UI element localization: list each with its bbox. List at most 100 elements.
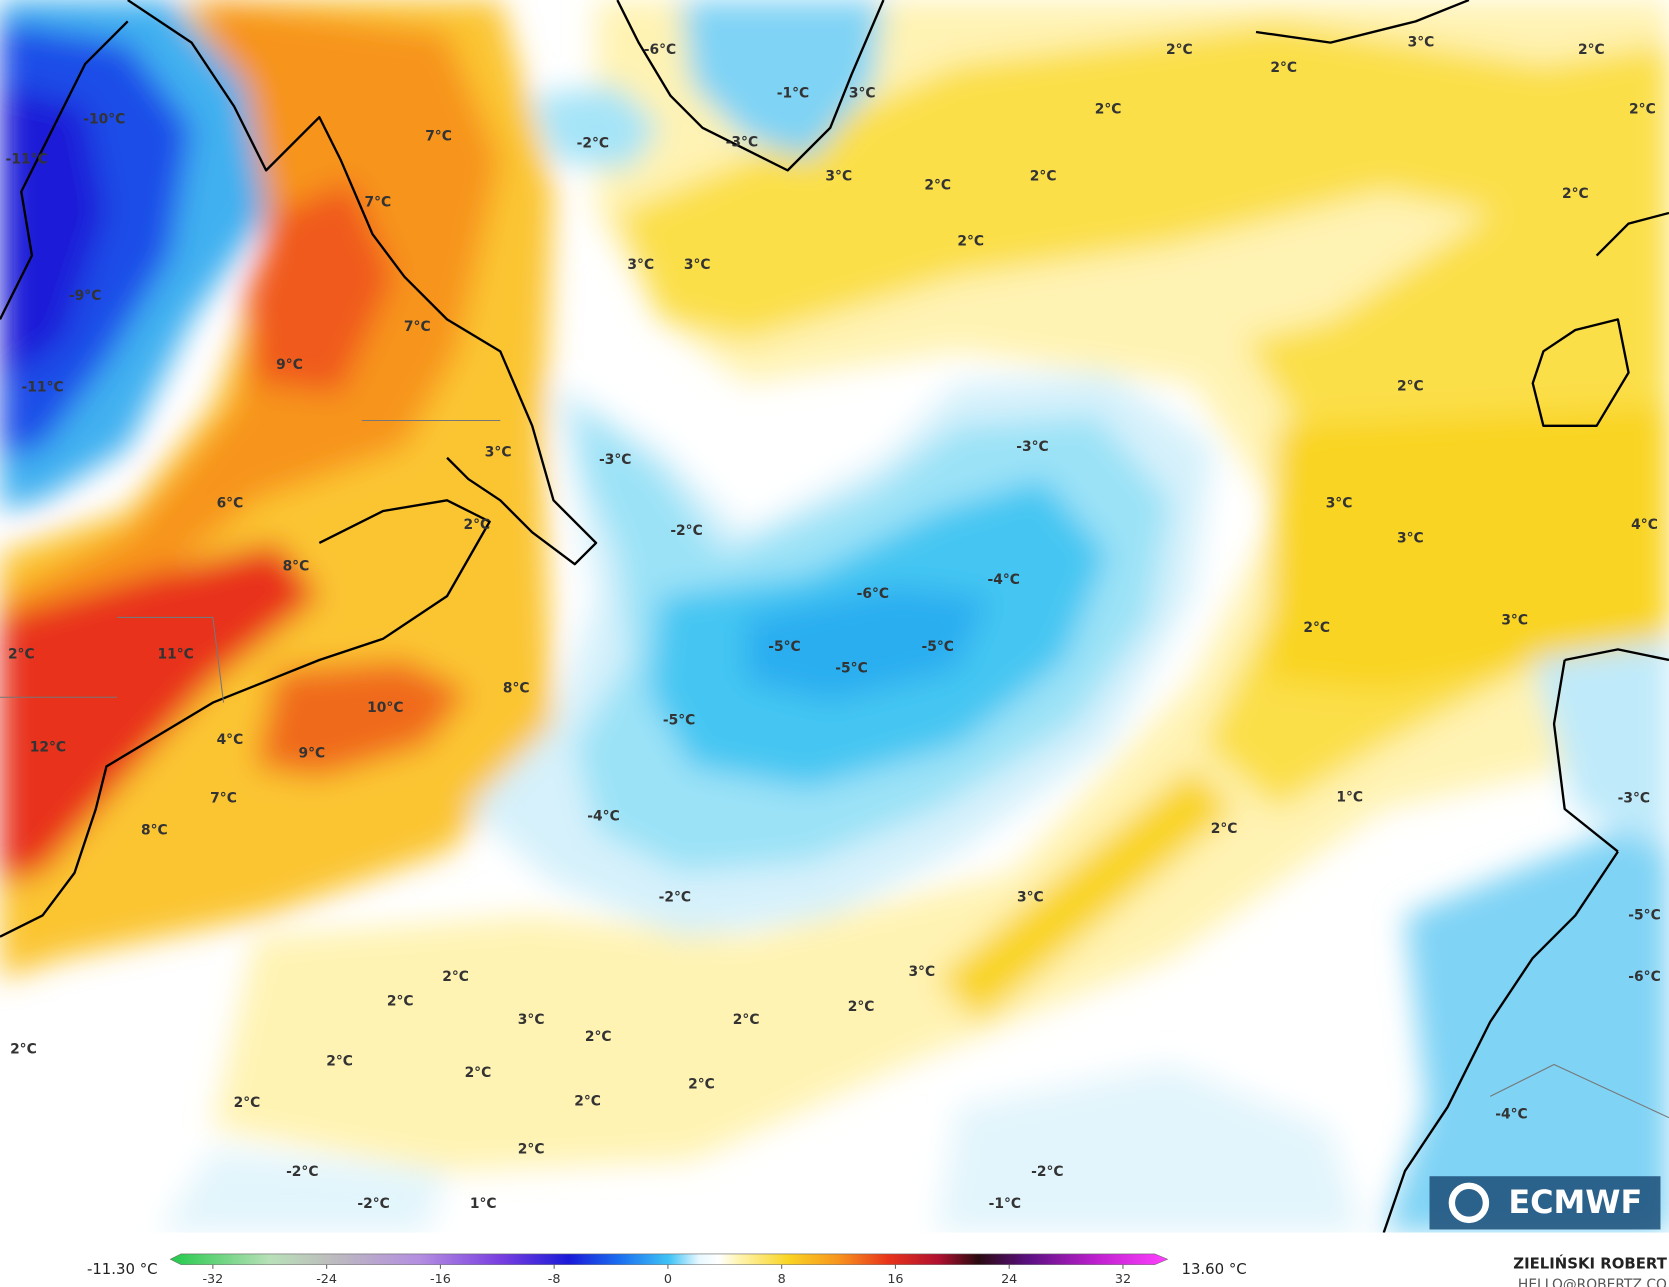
temperature-label: -1°C — [777, 86, 809, 102]
colorbar-tick-label: 16 — [887, 1272, 903, 1287]
color-shading — [0, 0, 1669, 1233]
colorbar-tick-label: -32 — [202, 1272, 223, 1287]
temperature-label: 6°C — [217, 496, 244, 512]
temperature-label: -5°C — [1628, 907, 1660, 923]
temperature-label: 3°C — [1408, 35, 1435, 51]
temperature-label: -3°C — [599, 452, 631, 468]
temperature-label: -2°C — [659, 889, 691, 905]
temperature-label: 4°C — [217, 732, 244, 748]
temperature-label: 2°C — [10, 1042, 37, 1058]
temperature-label: -5°C — [768, 639, 800, 655]
shade-iberia-cold — [1532, 638, 1669, 852]
temperature-label: 2°C — [234, 1095, 261, 1111]
temperature-label: -9°C — [69, 288, 101, 304]
temperature-label: 2°C — [387, 994, 414, 1010]
temperature-label: -11°C — [6, 152, 48, 168]
temperature-label: 12°C — [30, 739, 66, 755]
colorbar-min: -11.30 °C — [87, 1260, 158, 1278]
colorbar-tick-label: -8 — [548, 1272, 561, 1287]
coastline — [1595, 211, 1669, 257]
coastline — [616, 0, 885, 172]
temperature-label: 2°C — [465, 1065, 492, 1081]
colorbar — [169, 1253, 1169, 1265]
temperature-label: 8°C — [283, 558, 310, 574]
temperature-label: 2°C — [688, 1077, 715, 1093]
temperature-label: 3°C — [1397, 531, 1424, 547]
temperature-label: -3°C — [726, 135, 758, 151]
coastline — [1531, 318, 1630, 427]
shade-labrador-cold — [532, 85, 660, 171]
temperature-label: 7°C — [210, 790, 237, 806]
shade-red — [0, 542, 320, 884]
shade-south-cold — [936, 1064, 1363, 1233]
colorbar-tick-label: 32 — [1115, 1272, 1131, 1287]
shade-red-orange-2 — [244, 181, 394, 394]
colorbar-ticks: -32 -24 -16 -8 0 8 16 24 32 — [202, 1264, 1131, 1287]
temperature-label: -6°C — [644, 42, 676, 58]
coastline — [0, 499, 491, 938]
temperature-label: 2°C — [1095, 102, 1122, 118]
temperature-label: 2°C — [1562, 186, 1589, 202]
temperature-label: 2°C — [8, 647, 35, 663]
temperature-label: 3°C — [825, 169, 852, 185]
temperature-label: -11°C — [22, 380, 64, 396]
temperature-label: 9°C — [276, 357, 303, 373]
temperature-label: -2°C — [357, 1196, 389, 1212]
logo-mark — [1448, 1182, 1490, 1224]
temperature-label: 2°C — [442, 969, 469, 985]
temperature-label: 2°C — [1629, 102, 1656, 118]
colorbar-tick-label: 0 — [664, 1272, 672, 1287]
shade-africa-cold — [1383, 809, 1669, 1233]
logo-text: ECMWF — [1508, 1183, 1642, 1221]
author: ZIELIŃSKI ROBERT — [1513, 1255, 1667, 1273]
temperature-label: 1°C — [1336, 789, 1363, 805]
temperature-label: 3°C — [518, 1012, 545, 1028]
shade-southwest-cold — [159, 1149, 448, 1233]
temperature-label: -2°C — [577, 136, 609, 152]
temperature-label: 2°C — [1578, 42, 1605, 58]
temperature-label: 3°C — [849, 86, 876, 102]
temperature-label: 2°C — [464, 517, 491, 533]
temperature-label: 2°C — [518, 1142, 545, 1158]
temperature-label: 3°C — [485, 444, 512, 460]
temperature-label: 9°C — [299, 746, 326, 762]
temperature-label: -3°C — [1016, 439, 1048, 455]
contact: HELLO@ROBERTZ.CO — [1518, 1277, 1667, 1287]
temperature-label: -4°C — [1495, 1107, 1527, 1123]
temperature-label: 3°C — [1326, 496, 1353, 512]
temperature-label: 3°C — [1501, 613, 1528, 629]
temperature-label: 2°C — [733, 1012, 760, 1028]
border — [0, 419, 1669, 1119]
shade-deep-yellow — [1266, 404, 1669, 692]
temperature-label: 7°C — [425, 128, 452, 144]
temperature-label: -10°C — [83, 111, 125, 127]
temperature-label: 3°C — [684, 257, 711, 273]
shade-band-yellow — [936, 766, 1235, 1022]
shade-blue-deep — [0, 85, 107, 384]
temperature-label: -2°C — [670, 523, 702, 539]
temperature-label: -6°C — [857, 586, 889, 602]
temperature-label: -3°C — [1618, 790, 1650, 806]
colorbar-tick-label: -24 — [316, 1272, 337, 1287]
anomaly-field: -10°C -11°C -9°C -11°C 7°C 7°C 7°C 9°C 3°C 6°C 2°C… — [0, 0, 1669, 1233]
temperature-label: 2°C — [1303, 620, 1330, 636]
temperature-label: -2°C — [286, 1164, 318, 1180]
colorbar-tick-label: 24 — [1001, 1272, 1017, 1287]
shade-cyan-deep — [745, 585, 990, 703]
temperature-label: 7°C — [404, 319, 431, 335]
temperature-label: 8°C — [141, 822, 168, 838]
coastline — [0, 20, 129, 320]
temperature-label: 2°C — [1030, 169, 1057, 185]
coastline — [127, 0, 598, 566]
temperature-label: 2°C — [957, 234, 984, 250]
temperature-label: 3°C — [908, 964, 935, 980]
temperature-label: 2°C — [848, 999, 875, 1015]
temperature-label: 2°C — [1211, 821, 1238, 837]
temperature-label: -5°C — [922, 639, 954, 655]
temperature-label: 3°C — [1017, 889, 1044, 905]
temperature-label: 2°C — [326, 1053, 353, 1069]
temperature-label: 10°C — [367, 700, 403, 716]
temperature-label: -1°C — [989, 1196, 1021, 1212]
temperature-label: 2°C — [574, 1094, 601, 1110]
